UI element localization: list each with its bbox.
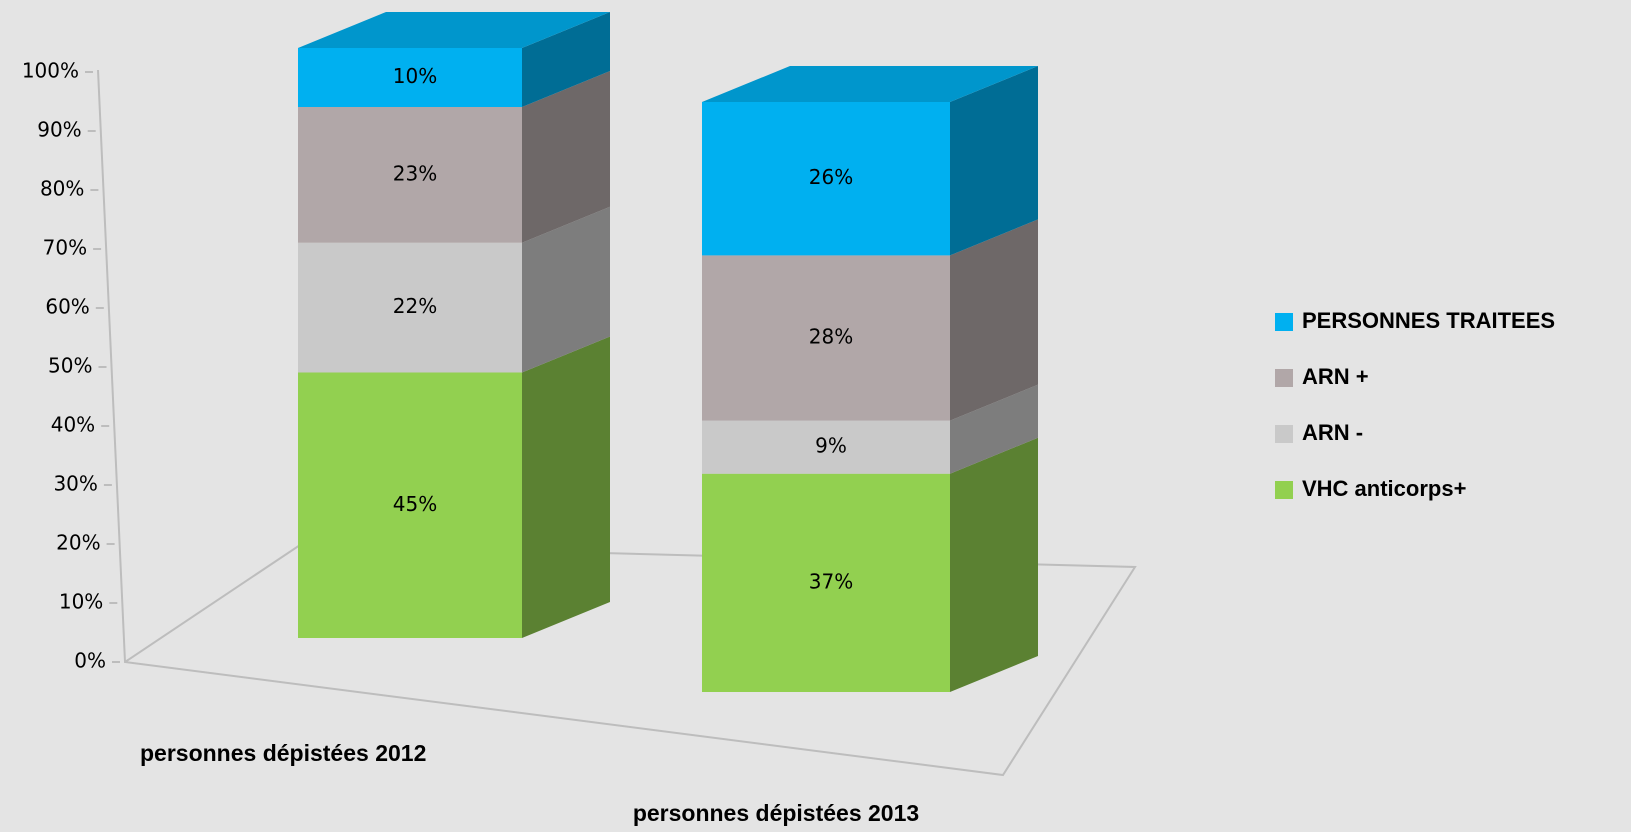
x-tick-label: personnes dépistées 2013: [633, 800, 919, 826]
bar: [298, 372, 522, 638]
y-tick-label: 70%: [43, 236, 87, 260]
value-label: 23%: [393, 161, 437, 185]
bar-side: [522, 12, 610, 107]
y-tick-label: 20%: [56, 531, 100, 555]
bar: [298, 48, 522, 107]
value-label: 22%: [393, 294, 437, 318]
legend-label: ARN -: [1302, 420, 1363, 445]
y-tick-label: 100%: [22, 59, 79, 83]
floor: [97, 69, 1137, 777]
value-label: 9%: [815, 434, 847, 458]
bar: [298, 242, 522, 373]
y-tick-label: 80%: [40, 177, 84, 201]
legend-label: VHC anticorps+: [1302, 476, 1466, 501]
y-tick-label: 10%: [59, 590, 103, 614]
y-tick-label: 60%: [45, 295, 89, 319]
y-tick-label: 90%: [37, 118, 81, 142]
value-label: 37%: [809, 569, 853, 593]
bar-side: [522, 206, 610, 373]
bar-side: [522, 336, 610, 638]
legend-label: PERSONNES TRAITEES: [1302, 308, 1555, 333]
bar-top: [298, 12, 610, 48]
value-label: 28%: [809, 325, 853, 349]
value-label: 10%: [393, 64, 437, 88]
legend-label: ARN +: [1302, 364, 1369, 389]
bar-side: [950, 219, 1038, 421]
x-tick-label: personnes dépistées 2012: [140, 740, 426, 766]
bar: [702, 102, 950, 256]
legend-swatch: [1275, 313, 1293, 331]
bar-side: [522, 71, 610, 243]
bar-side: [950, 437, 1038, 692]
bar-side: [950, 66, 1038, 256]
bar: [702, 255, 950, 421]
bar-side: [950, 384, 1038, 474]
legend-swatch: [1275, 369, 1293, 387]
y-tick-label: 30%: [53, 472, 97, 496]
value-label: 26%: [809, 165, 853, 189]
bar-top: [702, 66, 1038, 102]
y-tick-label: 50%: [48, 354, 92, 378]
bar: [298, 107, 522, 243]
legend-swatch: [1275, 425, 1293, 443]
value-label: 45%: [393, 492, 437, 516]
y-tick-label: 40%: [51, 413, 95, 437]
legend-swatch: [1275, 481, 1293, 499]
y-tick-label: 0%: [74, 649, 106, 673]
bar: [702, 420, 950, 474]
bar: [702, 473, 950, 692]
